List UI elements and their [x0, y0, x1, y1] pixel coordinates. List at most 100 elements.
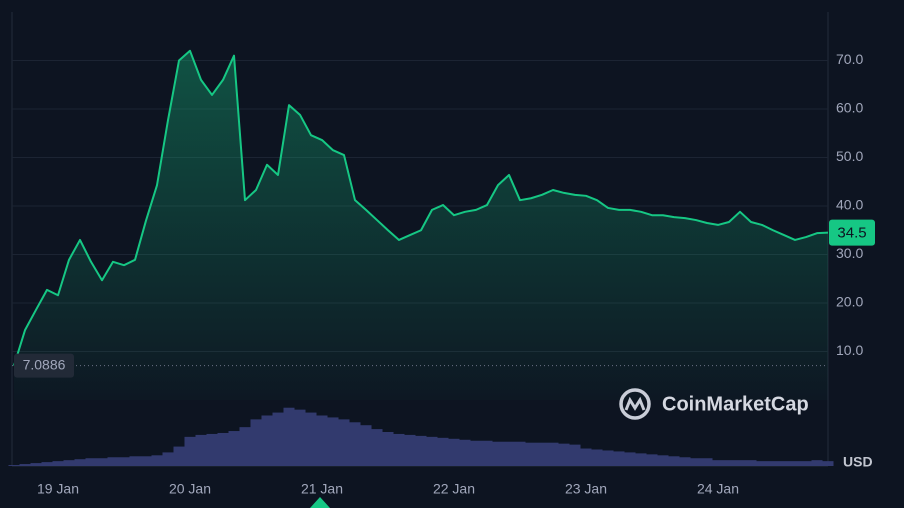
volume-bar	[811, 460, 823, 466]
volume-bar	[107, 457, 119, 466]
volume-bar	[283, 407, 295, 466]
volume-bar	[789, 461, 801, 466]
y-tick-label: 60.0	[836, 100, 863, 116]
brand-name: CoinMarketCap	[662, 393, 809, 415]
volume-bar	[52, 461, 64, 466]
volume-bar	[448, 438, 460, 466]
volume-bar	[371, 429, 383, 466]
volume-bar	[569, 444, 581, 466]
volume-bar	[492, 441, 504, 466]
volume-bar	[404, 434, 416, 466]
volume-bar	[822, 461, 834, 466]
volume-bar	[140, 456, 152, 466]
volume-bar	[613, 451, 625, 466]
price-area	[14, 50, 828, 401]
volume-bar	[195, 434, 207, 466]
x-tick-label: 21 Jan	[301, 481, 343, 497]
volume-bar	[415, 435, 427, 466]
volume-bar	[239, 427, 251, 466]
volume-bar	[206, 433, 218, 466]
open-price-label: 7.0886	[23, 356, 66, 372]
volume-bar	[437, 437, 449, 466]
x-tick-label: 24 Jan	[697, 481, 739, 497]
volume-bar	[327, 417, 339, 466]
volume-bar	[30, 463, 42, 466]
volume-bar	[767, 461, 779, 466]
volume-bar	[294, 409, 306, 466]
volume-bar	[173, 446, 185, 466]
volume-bar	[646, 454, 658, 466]
currency-label: USD	[843, 454, 873, 470]
volume-bar	[800, 461, 812, 466]
y-tick-label: 70.0	[836, 51, 863, 67]
x-tick-label: 19 Jan	[37, 481, 79, 497]
volume-bar	[8, 465, 20, 466]
volume-bar	[756, 461, 768, 466]
volume-bar	[382, 432, 394, 466]
volume-bar	[162, 452, 174, 466]
volume-bar	[118, 457, 130, 466]
volume-bar	[635, 453, 647, 466]
volume-bar	[41, 462, 53, 466]
logo-icon	[624, 396, 646, 411]
volume-bar	[536, 442, 548, 466]
y-tick-label: 10.0	[836, 342, 863, 358]
y-tick-label: 30.0	[836, 245, 863, 261]
volume-bar	[602, 450, 614, 466]
y-tick-label: 20.0	[836, 294, 863, 310]
volume-bar	[734, 460, 746, 466]
volume-bar	[129, 456, 141, 466]
volume-bar	[657, 455, 669, 466]
volume-bar	[690, 458, 702, 466]
volume-bar	[305, 412, 317, 466]
volume-bar	[558, 443, 570, 466]
volume-bar	[712, 460, 724, 466]
volume-bar	[426, 436, 438, 466]
volume-bar	[723, 460, 735, 466]
logo-icon	[619, 388, 651, 420]
brand-logo: CoinMarketCap	[619, 388, 809, 420]
volume-bar	[261, 415, 273, 466]
y-tick-label: 40.0	[836, 197, 863, 213]
volume-bar	[701, 458, 713, 466]
volume-bar	[63, 460, 75, 466]
volume-bar	[360, 425, 372, 466]
volume-bar	[514, 441, 526, 466]
open-price-badge	[14, 353, 74, 378]
x-tick-label: 22 Jan	[433, 481, 475, 497]
volume-bar	[745, 460, 757, 466]
volume-bar	[624, 452, 636, 466]
volume-bar	[591, 449, 603, 466]
volume-bar	[470, 440, 482, 466]
price-line	[13, 49, 829, 366]
volume-bar	[547, 442, 559, 466]
last-price-label: 34.5	[837, 225, 866, 242]
volume-bar	[74, 459, 86, 466]
x-tick-label: 20 Jan	[169, 481, 211, 497]
volume-bar	[96, 458, 108, 466]
volume-bar	[151, 455, 163, 466]
volume-bar	[525, 442, 537, 466]
volume-bar	[459, 439, 471, 466]
volume-bar	[85, 458, 97, 466]
volume-bar	[338, 419, 350, 466]
y-tick-label: 50.0	[836, 148, 863, 164]
volume-bar	[668, 456, 680, 466]
volume-bar	[481, 440, 493, 466]
volume-bar	[272, 412, 284, 466]
volume-bar	[778, 461, 790, 466]
time-marker	[310, 497, 330, 508]
volume-bar	[349, 422, 361, 466]
volume-bar	[393, 433, 405, 466]
volume-bar	[580, 448, 592, 466]
last-price-badge	[829, 219, 875, 246]
x-tick-label: 23 Jan	[565, 481, 607, 497]
volume-bar	[217, 432, 229, 466]
volume-bar	[250, 419, 262, 466]
volume-bar	[679, 457, 691, 466]
volume-bar	[228, 431, 240, 466]
volume-bar	[316, 415, 328, 466]
volume-bar	[19, 464, 31, 466]
